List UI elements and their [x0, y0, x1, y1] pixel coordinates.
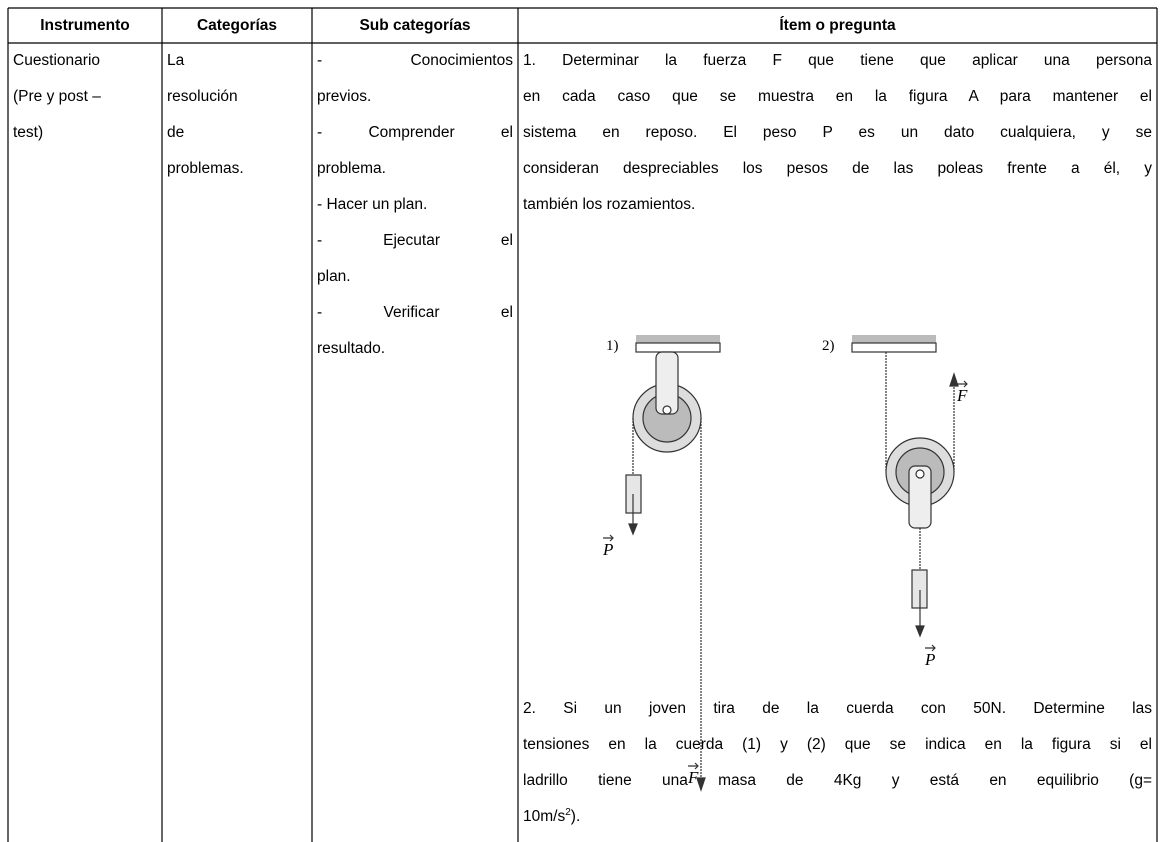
- subcategoria-line: - Conocimientos: [317, 52, 513, 69]
- force-label: F: [688, 768, 699, 787]
- categoria-line: problemas.: [167, 160, 244, 177]
- axle: [662, 405, 672, 415]
- question-line: en cada caso que se muestra en la figura…: [523, 88, 1152, 105]
- weight-label: P: [925, 650, 936, 669]
- question-text: 10m/s: [523, 808, 566, 825]
- categoria-line: de: [167, 124, 185, 141]
- subcategoria-line: plan.: [317, 268, 351, 285]
- header-cell: Sub categorías: [359, 17, 471, 34]
- ceiling: [635, 342, 721, 353]
- vector-arrow: [603, 534, 614, 542]
- question-line: sistema en reposo. El peso P es un dato …: [523, 124, 1152, 141]
- instrumento-line: Cuestionario: [13, 52, 101, 69]
- subcategoria-line: - Comprender el: [317, 124, 513, 141]
- axle: [915, 469, 925, 479]
- subcategoria-line: previos.: [317, 88, 372, 105]
- subcategoria-line: - Verificar el: [317, 304, 513, 321]
- header-cell: Instrumento: [40, 17, 130, 34]
- force-label: F: [957, 386, 968, 405]
- subcategoria-line: - Hacer un plan.: [317, 196, 428, 213]
- subcategoria-line: - Ejecutar el: [317, 232, 513, 249]
- question-line: consideran despreciables los pesos de la…: [523, 160, 1152, 177]
- arrowhead: [696, 777, 706, 792]
- subcategoria-line: problema.: [317, 160, 386, 177]
- header-cell: Categorías: [196, 17, 278, 34]
- categoria-line: La: [167, 52, 185, 69]
- figure-label: 1): [606, 338, 619, 354]
- ceiling: [852, 335, 936, 343]
- question-line: tensiones en la cuerda (1) y (2) que se …: [523, 736, 1152, 753]
- categoria-line: resolución: [167, 88, 238, 105]
- question-text: 2: [565, 806, 571, 818]
- ceiling: [636, 335, 720, 343]
- borders: [7, 7, 1158, 842]
- arrowhead: [915, 625, 925, 638]
- vector-arrow: [957, 380, 968, 388]
- bracket: [655, 351, 679, 415]
- weight-label: P: [603, 540, 614, 559]
- vector-arrow: [925, 644, 936, 652]
- ceiling: [851, 342, 937, 353]
- question-line: ladrillo tiene una masa de 4Kg y está en…: [523, 772, 1152, 789]
- arrowhead: [949, 372, 959, 387]
- instrumento-line: test): [13, 124, 44, 141]
- instrumento-line: (Pre y post –: [13, 88, 101, 105]
- question-line: también los rozamientos.: [523, 196, 696, 213]
- vector-arrow: [688, 762, 699, 770]
- header-cell: Ítem o pregunta: [779, 17, 896, 34]
- question-line: 1. Determinar la fuerza F que tiene que …: [523, 52, 1152, 69]
- arrowhead: [628, 523, 638, 536]
- question-line: 2. Si un joven tira de la cuerda con 50N…: [523, 700, 1152, 717]
- question-text: ).: [570, 808, 581, 825]
- subcategoria-line: resultado.: [317, 340, 386, 357]
- pulley-figure: [603, 335, 968, 792]
- question-line: 10m/s2).: [523, 806, 1152, 828]
- figure-label: 2): [822, 338, 835, 354]
